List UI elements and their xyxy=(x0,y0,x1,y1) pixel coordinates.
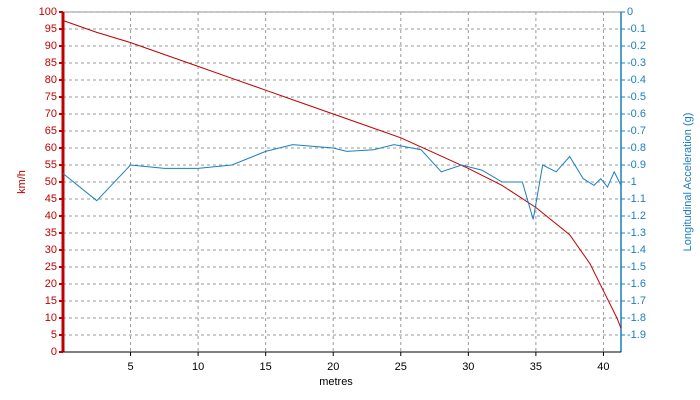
y-tick-label: 45 xyxy=(45,193,57,205)
y2-tick-label: -0.8 xyxy=(627,142,646,154)
x-tick-label: 35 xyxy=(530,361,542,373)
y2-tick-label: -1.8 xyxy=(627,312,646,324)
y2-tick-label: -1.2 xyxy=(627,210,646,222)
y-tick-label: 15 xyxy=(45,295,57,307)
x-tick-label: 20 xyxy=(327,361,339,373)
y-tick-label: 100 xyxy=(39,6,57,18)
y2-tick-label: -1.6 xyxy=(627,278,646,290)
y2-tick-label: -0.4 xyxy=(627,74,646,86)
y-tick-label: 85 xyxy=(45,57,57,69)
y-tick-label: 65 xyxy=(45,125,57,137)
x-axis-label: metres xyxy=(319,376,353,388)
y-tick-label: 25 xyxy=(45,261,57,273)
y2-tick-label: -1.9 xyxy=(627,329,646,341)
y-tick-label: 70 xyxy=(45,108,57,120)
y2-tick-label: -0.1 xyxy=(627,23,646,35)
series-line xyxy=(62,20,622,329)
x-tick-label: 10 xyxy=(192,361,204,373)
x-tick-label: 30 xyxy=(462,361,474,373)
y-tick-label: 50 xyxy=(45,176,57,188)
y2-tick-label: -1.3 xyxy=(627,227,646,239)
y2-tick-label: -1.7 xyxy=(627,295,646,307)
y2-tick-label: -0.3 xyxy=(627,57,646,69)
y2-tick-label: -0.6 xyxy=(627,108,646,120)
y-tick-label: 0 xyxy=(51,346,57,358)
x-tick-label: 15 xyxy=(260,361,272,373)
y-tick-label: 90 xyxy=(45,40,57,52)
x-tick-label: 25 xyxy=(395,361,407,373)
y2-tick-label: -0.7 xyxy=(627,125,646,137)
y-tick-label: 20 xyxy=(45,278,57,290)
y-tick-label: 10 xyxy=(45,312,57,324)
y-tick-label: 95 xyxy=(45,23,57,35)
y-tick-label: 55 xyxy=(45,159,57,171)
y-axis-label: km/h xyxy=(16,170,28,194)
y-tick-label: 30 xyxy=(45,244,57,256)
y2-tick-label: -0.9 xyxy=(627,159,646,171)
y2-tick-label: -1.4 xyxy=(627,244,646,256)
y2-tick-label: 0 xyxy=(627,6,633,18)
y-tick-label: 5 xyxy=(51,329,57,341)
y2-tick-label: -1 xyxy=(627,176,637,188)
y-tick-label: 40 xyxy=(45,210,57,222)
y-tick-label: 60 xyxy=(45,142,57,154)
x-tick-label: 5 xyxy=(127,361,133,373)
y2-axis-label: Longitudinal Acceleration (g) xyxy=(682,113,694,252)
y2-tick-label: -0.2 xyxy=(627,40,646,52)
y2-tick-label: -1.5 xyxy=(627,261,646,273)
x-tick-label: 40 xyxy=(597,361,609,373)
y2-tick-label: -0.5 xyxy=(627,91,646,103)
y-tick-label: 35 xyxy=(45,227,57,239)
y2-tick-label: -1.1 xyxy=(627,193,646,205)
y-tick-label: 75 xyxy=(45,91,57,103)
y-tick-label: 80 xyxy=(45,74,57,86)
series-line xyxy=(62,144,622,220)
